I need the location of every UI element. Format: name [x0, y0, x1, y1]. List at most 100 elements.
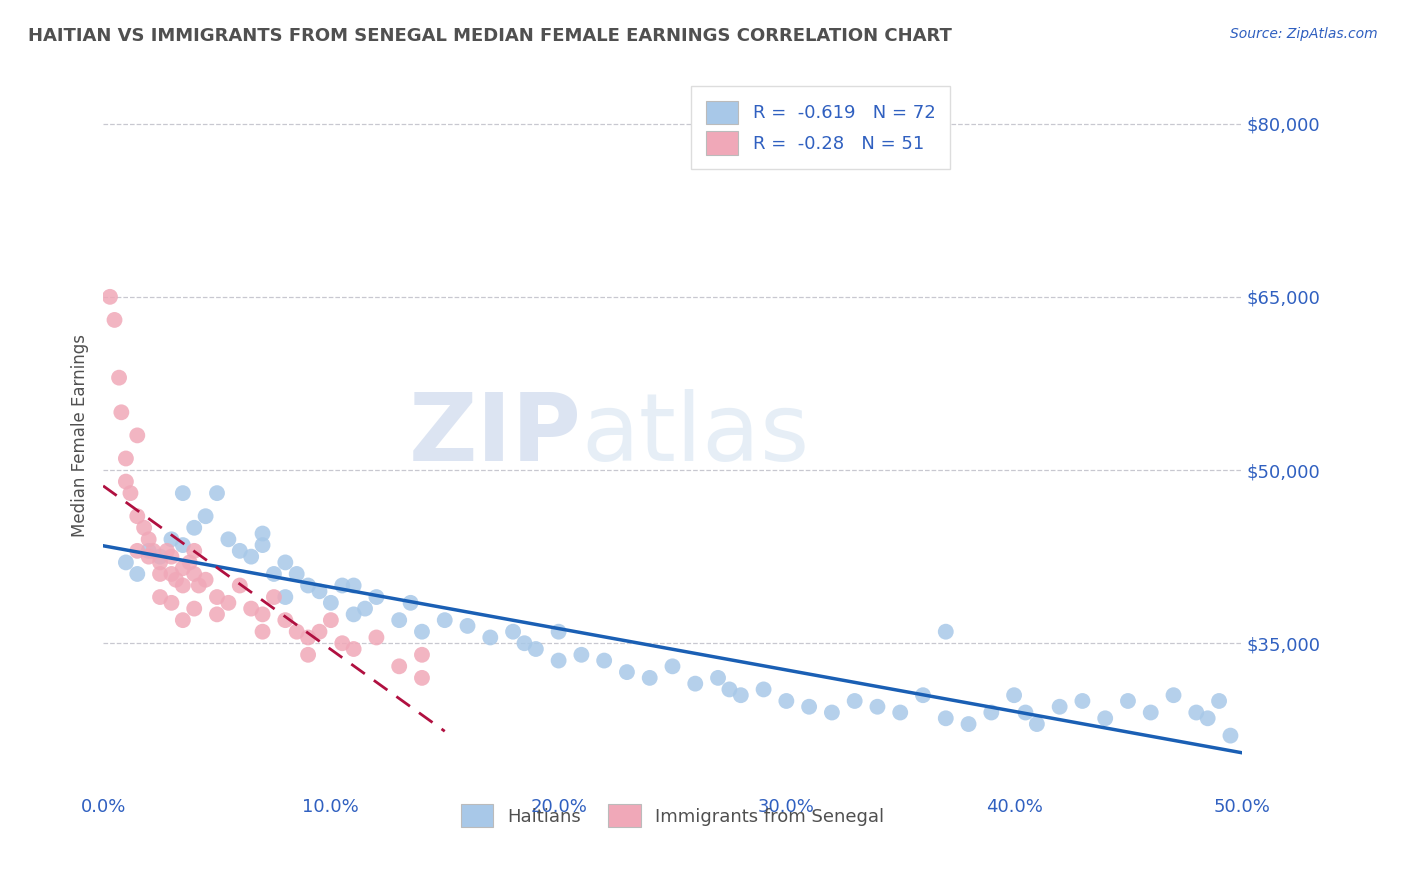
- Point: [752, 682, 775, 697]
- Point: [366, 631, 388, 645]
- Point: [160, 566, 183, 581]
- Text: HAITIAN VS IMMIGRANTS FROM SENEGAL MEDIAN FEMALE EARNINGS CORRELATION CHART: HAITIAN VS IMMIGRANTS FROM SENEGAL MEDIA…: [28, 27, 952, 45]
- Point: [1163, 688, 1185, 702]
- Point: [183, 601, 205, 615]
- Point: [115, 475, 138, 489]
- Point: [308, 624, 330, 639]
- Point: [411, 624, 433, 639]
- Point: [274, 556, 297, 570]
- Point: [718, 682, 741, 697]
- Point: [274, 590, 297, 604]
- Point: [127, 428, 149, 442]
- Point: [127, 544, 149, 558]
- Point: [103, 313, 125, 327]
- Point: [411, 671, 433, 685]
- Text: Source: ZipAtlas.com: Source: ZipAtlas.com: [1230, 27, 1378, 41]
- Point: [330, 636, 353, 650]
- Point: [547, 654, 569, 668]
- Legend: Haitians, Immigrants from Senegal: Haitians, Immigrants from Senegal: [453, 797, 891, 834]
- Point: [1094, 711, 1116, 725]
- Point: [366, 590, 388, 604]
- Point: [187, 578, 209, 592]
- Point: [263, 566, 285, 581]
- Point: [172, 613, 194, 627]
- Point: [134, 521, 156, 535]
- Point: [513, 636, 536, 650]
- Point: [866, 699, 889, 714]
- Point: [285, 566, 308, 581]
- Point: [502, 624, 524, 639]
- Point: [343, 607, 366, 622]
- Point: [343, 578, 366, 592]
- Point: [252, 624, 274, 639]
- Point: [297, 648, 319, 662]
- Point: [138, 533, 160, 547]
- Point: [330, 578, 353, 592]
- Point: [183, 544, 205, 558]
- Text: atlas: atlas: [582, 390, 810, 482]
- Point: [297, 578, 319, 592]
- Point: [1197, 711, 1219, 725]
- Point: [297, 631, 319, 645]
- Point: [252, 607, 274, 622]
- Text: ZIP: ZIP: [409, 390, 582, 482]
- Point: [172, 561, 194, 575]
- Point: [149, 549, 172, 564]
- Point: [388, 613, 411, 627]
- Point: [98, 290, 121, 304]
- Point: [980, 706, 1002, 720]
- Point: [593, 654, 616, 668]
- Point: [229, 578, 252, 592]
- Point: [217, 533, 239, 547]
- Point: [821, 706, 844, 720]
- Point: [775, 694, 797, 708]
- Point: [183, 566, 205, 581]
- Point: [935, 711, 957, 725]
- Point: [160, 549, 183, 564]
- Point: [343, 642, 366, 657]
- Point: [108, 370, 131, 384]
- Point: [1049, 699, 1071, 714]
- Point: [889, 706, 911, 720]
- Point: [1025, 717, 1047, 731]
- Point: [616, 665, 638, 679]
- Point: [149, 590, 172, 604]
- Point: [217, 596, 239, 610]
- Point: [263, 590, 285, 604]
- Point: [156, 544, 179, 558]
- Point: [1014, 706, 1036, 720]
- Point: [844, 694, 866, 708]
- Point: [957, 717, 980, 731]
- Point: [457, 619, 479, 633]
- Point: [205, 486, 228, 500]
- Point: [911, 688, 934, 702]
- Point: [1071, 694, 1094, 708]
- Point: [138, 544, 160, 558]
- Point: [172, 578, 194, 592]
- Point: [165, 573, 187, 587]
- Point: [547, 624, 569, 639]
- Point: [1185, 706, 1208, 720]
- Point: [308, 584, 330, 599]
- Point: [172, 486, 194, 500]
- Point: [149, 556, 172, 570]
- Point: [138, 549, 160, 564]
- Point: [115, 451, 138, 466]
- Point: [730, 688, 752, 702]
- Point: [524, 642, 547, 657]
- Point: [638, 671, 661, 685]
- Point: [194, 573, 217, 587]
- Point: [433, 613, 456, 627]
- Point: [194, 509, 217, 524]
- Point: [115, 556, 138, 570]
- Point: [110, 405, 132, 419]
- Point: [1116, 694, 1139, 708]
- Point: [319, 613, 342, 627]
- Point: [1208, 694, 1230, 708]
- Point: [252, 526, 274, 541]
- Point: [127, 509, 149, 524]
- Y-axis label: Median Female Earnings: Median Female Earnings: [72, 334, 89, 537]
- Point: [179, 556, 201, 570]
- Point: [683, 676, 706, 690]
- Point: [1139, 706, 1161, 720]
